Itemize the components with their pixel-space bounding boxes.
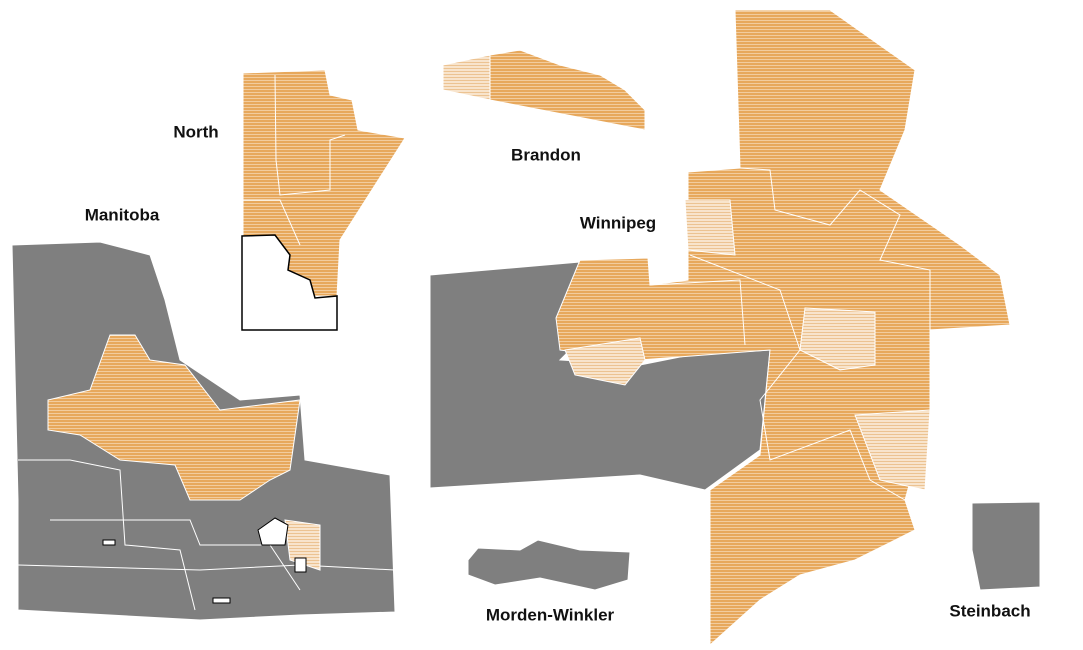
north-inset — [241, 69, 406, 331]
region-label: Brandon — [511, 145, 581, 164]
manitoba-map — [11, 241, 396, 621]
region-label: Morden-Winkler — [486, 605, 615, 624]
morden-winkler-map — [467, 539, 631, 591]
region-label: North — [173, 122, 218, 141]
winnipeg-map — [429, 9, 1011, 647]
region-label: Winnipeg — [580, 213, 656, 232]
steinbach-map — [971, 501, 1041, 591]
region-label: Steinbach — [949, 601, 1030, 620]
region-label: Manitoba — [85, 205, 160, 224]
brandon-map — [442, 49, 646, 131]
